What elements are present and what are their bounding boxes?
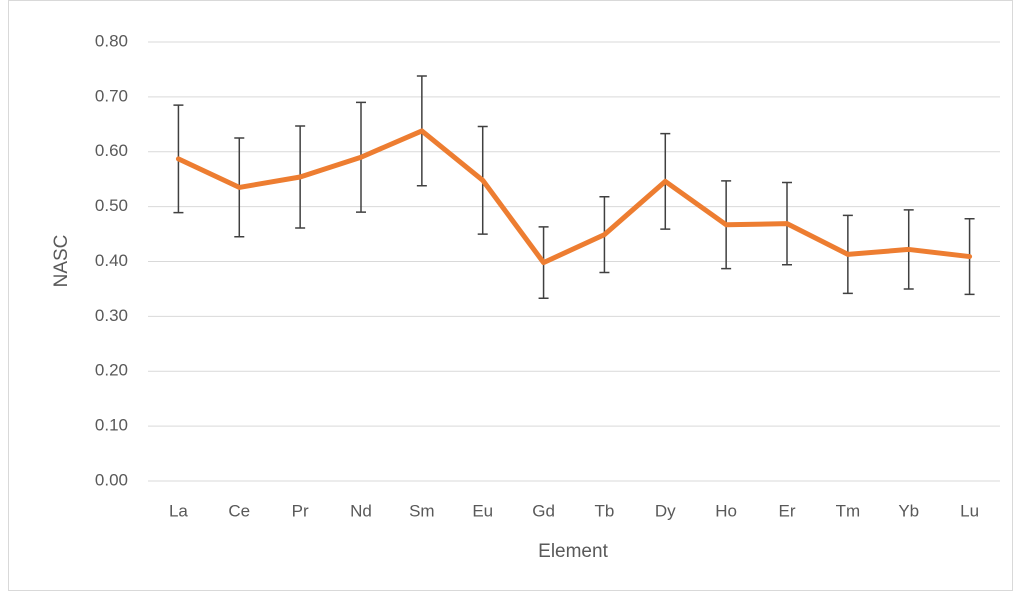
x-tick-label: Lu — [960, 501, 979, 520]
x-tick-label: Pr — [292, 501, 309, 520]
y-tick-label: 0.60 — [95, 141, 128, 160]
x-tick-label: Yb — [898, 501, 919, 520]
x-tick-label: Dy — [655, 501, 676, 520]
y-tick-label: 0.50 — [95, 196, 128, 215]
y-tick-label: 0.40 — [95, 251, 128, 270]
x-tick-label: Tb — [595, 501, 615, 520]
y-tick-label: 0.10 — [95, 416, 128, 435]
x-tick-label: Eu — [472, 501, 493, 520]
x-axis-label: Element — [538, 541, 608, 562]
y-tick-label: 0.30 — [95, 306, 128, 325]
x-tick-label: Er — [779, 501, 796, 520]
y-tick-label: 0.20 — [95, 361, 128, 380]
y-tick-label: 0.70 — [95, 86, 128, 105]
x-tick-label: Tm — [836, 501, 861, 520]
x-tick-label: La — [169, 501, 188, 520]
x-tick-label: Sm — [409, 501, 435, 520]
y-tick-label: 0.80 — [95, 31, 128, 50]
chart-border — [8, 0, 1013, 591]
x-tick-label: Gd — [532, 501, 555, 520]
x-tick-label: Nd — [350, 501, 372, 520]
x-tick-label: Ho — [715, 501, 737, 520]
y-axis-label: NASC — [51, 235, 72, 288]
x-tick-label: Ce — [228, 501, 250, 520]
y-tick-label: 0.00 — [95, 470, 128, 489]
data-line — [175, 128, 973, 266]
